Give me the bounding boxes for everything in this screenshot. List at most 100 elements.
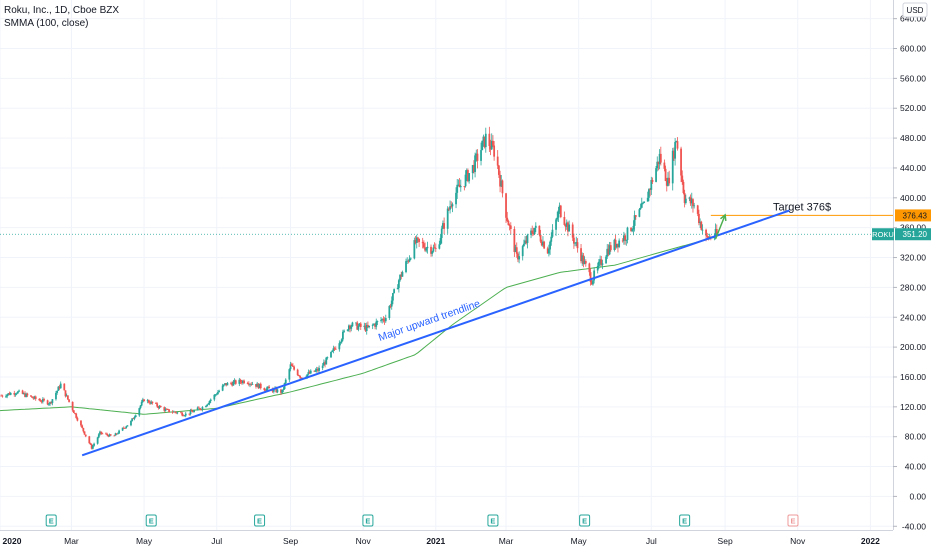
candle-body: [64, 390, 67, 397]
last-price-badge-label: 351.20: [903, 230, 928, 239]
candle-body: [38, 398, 41, 401]
target-text: Target 376$: [773, 201, 831, 213]
candle-body: [376, 320, 379, 322]
candle-body: [621, 240, 624, 242]
candle-body: [515, 247, 518, 254]
candle-body: [193, 410, 195, 413]
candle-body: [315, 368, 318, 371]
candle-body: [6, 394, 9, 397]
target-arrow-head: [720, 213, 727, 222]
x-tick-label: Sep: [718, 536, 733, 546]
candle-body: [509, 225, 512, 229]
candle-body: [698, 213, 700, 224]
candle-body: [624, 235, 626, 241]
candle-body: [700, 221, 703, 230]
candle-body: [317, 368, 319, 371]
candle-body: [590, 282, 593, 285]
candle-body: [442, 223, 444, 229]
candle-body: [431, 251, 434, 254]
candle-body: [9, 393, 12, 395]
candle-body: [168, 409, 170, 413]
candle-body: [506, 217, 509, 221]
candle-body: [240, 382, 243, 384]
x-tick-label: 2020: [3, 536, 22, 546]
candle-body: [567, 222, 569, 232]
candle-body: [407, 260, 410, 262]
candle-body: [439, 237, 442, 245]
candle-body: [1, 395, 4, 397]
candle-body: [166, 409, 169, 410]
earnings-marker[interactable]: E: [254, 514, 266, 527]
candle-body: [588, 263, 591, 273]
candle-body: [59, 383, 62, 389]
candle-body: [418, 238, 421, 242]
indicator-title[interactable]: SMMA (100, close): [4, 18, 89, 29]
candle-body: [426, 246, 429, 249]
currency-badge-label: USD: [907, 6, 924, 15]
earnings-marker[interactable]: E: [787, 514, 799, 527]
candle-body: [676, 141, 679, 149]
candle-body: [556, 217, 559, 220]
candle-body: [88, 436, 91, 444]
candle-body: [651, 179, 654, 182]
y-tick-label: 160.00: [900, 372, 926, 382]
candle-body: [126, 425, 129, 427]
candle-body: [547, 249, 550, 254]
candle-body: [457, 184, 460, 186]
candle-body: [115, 433, 118, 435]
earnings-marker-box: [45, 514, 57, 527]
candle-body: [696, 205, 699, 214]
candle-body: [306, 374, 309, 378]
earnings-marker[interactable]: E: [679, 514, 691, 527]
earnings-marker[interactable]: E: [45, 514, 57, 527]
earnings-marker-box: [362, 514, 374, 527]
candle-body: [290, 364, 293, 366]
earnings-marker-letter: E: [49, 517, 54, 526]
candle-body: [365, 324, 368, 332]
candle-body: [176, 412, 179, 414]
earnings-marker[interactable]: E: [579, 514, 591, 527]
x-tick-label: 2021: [426, 536, 445, 546]
candle-body: [255, 384, 257, 387]
candle-body: [116, 433, 119, 435]
candle-body: [658, 153, 661, 165]
candle-body: [66, 395, 69, 400]
candle-body: [281, 389, 284, 393]
candle-body: [715, 228, 718, 234]
candle-body: [350, 326, 353, 329]
y-tick-label: 240.00: [900, 312, 926, 322]
candle-body: [705, 229, 707, 236]
candle-body: [598, 261, 600, 266]
candle-body: [539, 234, 542, 242]
candle-body: [630, 227, 632, 231]
candle-body: [507, 220, 510, 226]
candle-body: [132, 418, 135, 420]
candle-body: [146, 400, 149, 402]
earnings-marker-letter: E: [490, 517, 495, 526]
candle-body: [488, 133, 491, 147]
symbol-title[interactable]: Roku, Inc., 1D, Cboe BZX: [4, 5, 120, 16]
candle-body: [496, 156, 499, 166]
candle-body: [172, 411, 175, 413]
candle-body: [191, 411, 194, 413]
x-tick-label: Nov: [790, 536, 806, 546]
candle-body: [249, 383, 251, 385]
candle-body: [16, 391, 19, 394]
candle-body: [623, 235, 625, 241]
candle-body: [43, 399, 45, 401]
earnings-marker-box: [579, 514, 591, 527]
candle-body: [97, 434, 100, 438]
earnings-marker[interactable]: E: [362, 514, 374, 527]
candle-body: [338, 343, 341, 350]
candle-body: [596, 265, 599, 271]
candle-body: [650, 179, 653, 190]
chart-legend: Roku, Inc., 1D, Cboe BZX SMMA (100, clos…: [4, 4, 119, 30]
candle-body: [106, 433, 109, 436]
earnings-marker[interactable]: E: [145, 514, 157, 527]
candle-body: [331, 350, 334, 352]
candle-body: [205, 406, 207, 408]
earnings-marker[interactable]: E: [487, 514, 499, 527]
candle-body: [667, 177, 669, 186]
